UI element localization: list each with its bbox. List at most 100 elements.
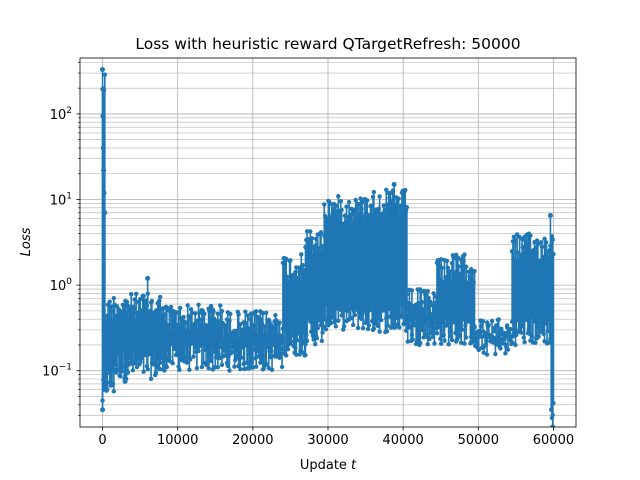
loss-point (371, 326, 377, 331)
loss-point (289, 339, 294, 344)
loss-point (319, 338, 324, 344)
loss-point (456, 264, 461, 269)
loss-peak-point (102, 210, 108, 216)
loss-point (300, 263, 306, 268)
y-tick-label: 10−1 (42, 363, 72, 380)
loss-point (360, 200, 365, 205)
loss-point (486, 322, 491, 328)
loss-point (253, 309, 259, 314)
loss-point (444, 258, 450, 264)
series-loss (100, 67, 556, 427)
loss-point (449, 337, 455, 343)
y-tick-label-exponent: 1 (66, 192, 72, 202)
loss-point (215, 364, 220, 370)
loss-point (308, 229, 313, 234)
loss-point (199, 364, 205, 370)
loss-point (551, 251, 556, 257)
loss-peak-point (100, 113, 106, 119)
y-tick-label-exponent: 0 (66, 277, 72, 287)
loss-point (109, 304, 114, 309)
loss-point (528, 233, 533, 238)
loss-point (503, 351, 508, 356)
loss-point (451, 255, 456, 261)
loss-point (493, 351, 498, 357)
loss-point (191, 354, 196, 359)
loss-point (472, 325, 477, 330)
loss-point (164, 305, 170, 310)
y-tick-label: 102 (50, 106, 72, 123)
loss-point (339, 207, 344, 213)
y-tick-label-base: 10 (50, 194, 67, 209)
loss-point (162, 368, 167, 373)
loss-point (535, 242, 541, 247)
loss-point (513, 342, 518, 348)
loss-point (232, 364, 237, 369)
loss-point (315, 325, 320, 331)
loss-point (384, 187, 389, 193)
loss-point (341, 327, 346, 332)
loss-peak-point (547, 213, 553, 219)
loss-point (480, 329, 486, 334)
loss-point (153, 370, 159, 375)
loss-point (499, 327, 504, 333)
y-tick-label-exponent: 2 (66, 106, 72, 116)
loss-point (427, 336, 432, 342)
loss-point (208, 303, 214, 309)
loss-point (149, 298, 155, 304)
loss-point (336, 194, 341, 199)
loss-point (157, 360, 163, 365)
loss-point (202, 311, 207, 316)
loss-point (397, 325, 402, 330)
loss-point (348, 315, 353, 321)
loss-point (480, 319, 486, 324)
loss-point (138, 296, 143, 302)
loss-low-point (100, 407, 106, 413)
loss-point (118, 374, 123, 379)
loss-point (138, 359, 143, 365)
loss-point (476, 347, 481, 353)
loss-point (238, 355, 244, 360)
loss-point (384, 329, 390, 334)
loss-point (303, 352, 308, 358)
loss-point (157, 366, 162, 372)
loss-point (141, 293, 146, 299)
loss-point (404, 291, 410, 297)
loss-point (124, 299, 130, 305)
loss-point (299, 252, 304, 257)
loss-point (219, 362, 225, 368)
loss-point (119, 369, 125, 374)
loss-point (536, 334, 541, 339)
loss-point (403, 187, 408, 193)
loss-point (196, 348, 201, 354)
loss-point (405, 339, 410, 344)
loss-point (228, 311, 233, 317)
loss-point (260, 310, 266, 316)
loss-point (431, 291, 436, 296)
loss-point (320, 330, 325, 335)
loss-low-point (122, 378, 128, 384)
loss-point (184, 360, 190, 365)
loss-low-point (550, 424, 556, 427)
loss-point (358, 196, 363, 201)
loss-point (454, 337, 460, 342)
loss-point (496, 317, 501, 322)
loss-point (168, 304, 174, 310)
loss-point (266, 365, 271, 371)
loss-peak-point (101, 167, 107, 173)
loss-point (125, 370, 131, 375)
loss-point (352, 312, 358, 318)
loss-point (313, 341, 318, 347)
loss-point (284, 256, 289, 262)
loss-point (425, 342, 430, 347)
loss-point (472, 268, 477, 274)
loss-peak-point (145, 275, 151, 281)
loss-point (211, 309, 216, 314)
loss-point (365, 198, 370, 203)
loss-point (130, 368, 136, 373)
loss-point (273, 312, 278, 318)
loss-point (141, 369, 146, 374)
loss-point (148, 376, 154, 382)
loss-point (105, 387, 110, 392)
loss-point (463, 335, 469, 340)
x-axis-label-var: t (351, 458, 357, 473)
